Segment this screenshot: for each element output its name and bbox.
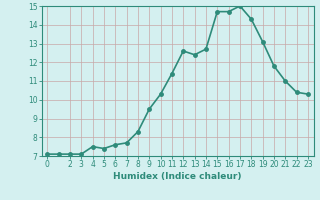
X-axis label: Humidex (Indice chaleur): Humidex (Indice chaleur) [113,172,242,181]
